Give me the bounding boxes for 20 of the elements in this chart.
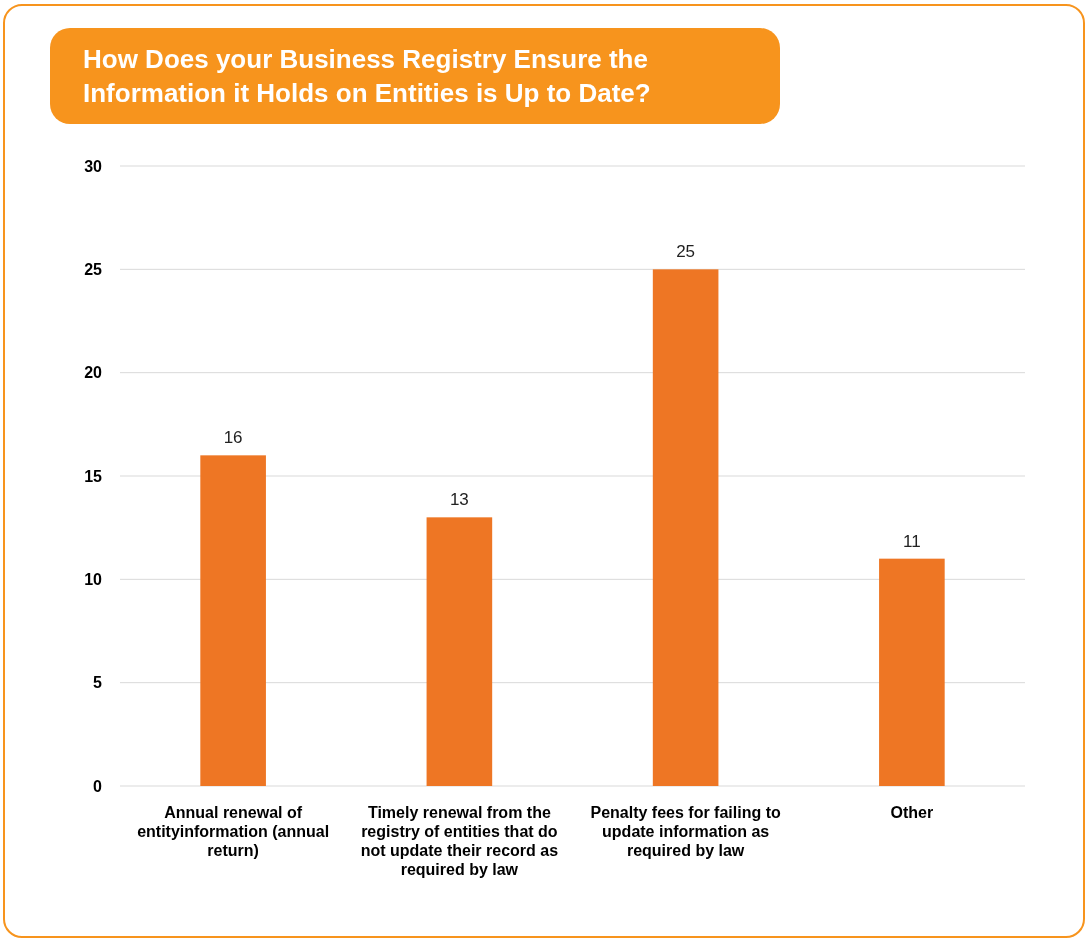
bar <box>200 455 266 786</box>
data-label: 25 <box>676 242 696 262</box>
x-tick-label: Annual renewal of entityinformation (annual return) <box>137 804 330 859</box>
data-label: 13 <box>449 490 469 510</box>
y-tick-label: 15 <box>84 467 103 485</box>
y-tick-label: 30 <box>84 157 103 175</box>
data-label: 11 <box>903 531 921 551</box>
y-tick-label: 5 <box>93 674 103 692</box>
bar <box>426 517 493 786</box>
x-tick-label: Penalty fees for failing to update information as required by law <box>590 804 781 859</box>
y-tick-label: 20 <box>84 364 103 382</box>
x-tick-label: Other <box>890 804 934 821</box>
chart-title: How Does your Business Registry Ensure the Information it Holds on Entities is Up to Date? <box>83 44 651 108</box>
y-tick-label: 0 <box>93 777 103 795</box>
bar <box>879 558 945 786</box>
bar <box>652 269 719 786</box>
y-tick-label: 10 <box>84 570 103 588</box>
x-tick-label: Timely renewal from the registry of entities that do not update their record as required by law <box>360 804 559 878</box>
data-label: 16 <box>223 428 243 448</box>
y-tick-label: 25 <box>84 260 103 278</box>
